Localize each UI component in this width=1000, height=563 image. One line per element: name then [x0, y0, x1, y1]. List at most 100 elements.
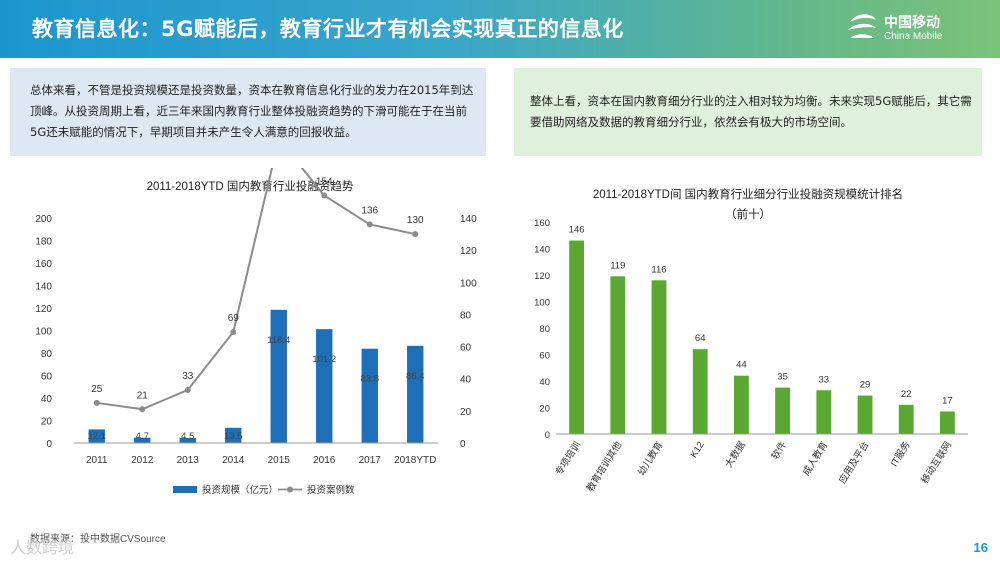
legend-marker — [287, 486, 293, 493]
y-left-tick-label: 0 — [46, 439, 52, 450]
bar-value-label: 4.5 — [181, 431, 194, 442]
x-tick-label: IT服务 — [888, 439, 913, 469]
y-tick-label: 140 — [534, 245, 550, 256]
bar-value-label: 22 — [901, 389, 912, 400]
legend-label-line: 投资案例数 — [307, 484, 355, 496]
y-right-tick-label: 120 — [460, 246, 477, 257]
page-title: 教育信息化：5G赋能后，教育行业才有机会实现真正的信息化 — [32, 17, 624, 41]
bar — [651, 280, 667, 434]
bar — [134, 437, 151, 443]
bar-value-label: 83.8 — [361, 374, 380, 385]
summary-line: 顶峰。从投资周期上看，近三年来国内教育行业整体投融资趋势的下滑可能在于在当前 — [30, 104, 467, 118]
y-right-tick-label: 140 — [460, 214, 477, 225]
chart-title: 2011-2018YTD间 国内教育行业细分行业投融资规模统计排名 — [593, 187, 903, 201]
bar-value-label: 86.4 — [406, 371, 425, 382]
bar-value-label: 13.5 — [224, 431, 243, 442]
bar-value-label: 35 — [777, 372, 788, 383]
bar-value-label: 33 — [819, 374, 830, 385]
chart-legend: 投资规模（亿元） 投资案例数 — [173, 484, 355, 496]
y-right-tick-label: 0 — [460, 439, 466, 450]
x-tick-label: 2012 — [131, 455, 154, 466]
investment-trend-chart: 2011-2018YTD 国内教育行业投融资趋势 12.1 4.7 4.5 13.5 1… — [10, 168, 490, 524]
legend-swatch-bar — [173, 486, 197, 493]
y-left-tick-label: 200 — [35, 214, 52, 225]
bar-value-label: 146 — [569, 225, 585, 236]
summary-line: 5G还未赋能的情况下，早期项目并未产生令人满意的回报收益。 — [30, 125, 357, 139]
y-tick-label: 0 — [545, 430, 550, 441]
bar-value-label: 29 — [860, 380, 871, 391]
page-number: 16 — [973, 540, 988, 555]
summary-line: 整体上看，资本在国内教育细分行业的注入相对较为均衡。未来实现5G赋能后，其它需 — [530, 94, 972, 108]
summary-text-right: 整体上看，资本在国内教育细分行业的注入相对较为均衡。未来实现5G赋能后，其它需 … — [530, 91, 972, 133]
bar — [692, 349, 708, 434]
chart-subtitle: （前十） — [725, 207, 771, 221]
y-right-tick-label: 20 — [460, 407, 472, 418]
y-tick-label: 160 — [534, 218, 550, 229]
line-value-label: 25 — [91, 384, 103, 395]
line-point — [230, 329, 237, 336]
china-mobile-logo-icon — [848, 14, 876, 38]
bar — [569, 240, 585, 434]
bar-value-label: 119 — [610, 260, 625, 271]
summary-line: 总体来看，不管是投资规模还是投资数量，资本在教育信息化行业的发力在2015年到达 — [30, 83, 474, 97]
summary-box-right: 整体上看，资本在国内教育细分行业的注入相对较为均衡。未来实现5G赋能后，其它需 … — [514, 68, 982, 156]
bar — [407, 345, 424, 443]
bar — [775, 387, 791, 434]
y-right-tick-label: 40 — [460, 375, 472, 386]
y-right-tick-label: 80 — [460, 310, 472, 321]
bar-value-label: 4.7 — [136, 431, 149, 442]
x-tick-label: 2013 — [177, 455, 200, 466]
x-tick-label: 2015 — [268, 455, 291, 466]
y-right-tick-label: 100 — [460, 278, 477, 289]
y-left-tick-label: 100 — [35, 327, 52, 338]
line-value-label: 130 — [407, 215, 424, 226]
bar — [898, 404, 914, 434]
line-point — [321, 192, 328, 199]
x-tick-label: 2011 — [86, 455, 108, 466]
segment-ranking-chart: 2011-2018YTD间 国内教育行业细分行业投融资规模统计排名 （前十） 1… — [508, 170, 988, 524]
bar-value-label: 17 — [942, 395, 953, 406]
bar-value-label: 44 — [736, 360, 747, 371]
y-tick-label: 20 — [539, 404, 550, 415]
line-value-label: 154 — [316, 177, 333, 188]
logo-text-en: China Mobile — [884, 31, 943, 42]
y-tick-label: 120 — [534, 271, 550, 282]
line-point — [139, 406, 146, 413]
x-tick-label: 移动互联网 — [919, 439, 954, 486]
bar — [816, 390, 832, 434]
watermark: 人数跨境 — [10, 540, 75, 557]
x-tick-label: 教育培训其他 — [584, 439, 625, 494]
x-tick-label: 2017 — [359, 455, 382, 466]
bar — [939, 411, 955, 434]
x-tick-label: 大数据 — [723, 439, 749, 470]
x-tick-label: 2014 — [222, 455, 245, 466]
line-value-label: 69 — [228, 313, 240, 324]
y-left-tick-label: 180 — [35, 237, 52, 248]
x-tick-label: K12 — [688, 440, 706, 460]
line-point — [412, 231, 419, 238]
x-tick-label: 2018YTD — [394, 455, 436, 466]
line-value-label: 33 — [182, 371, 194, 382]
bar — [361, 348, 378, 443]
x-tick-label: 2016 — [313, 455, 336, 466]
y-left-tick-label: 140 — [35, 282, 52, 293]
line-value-label: 136 — [361, 205, 378, 216]
y-left-tick-label: 20 — [41, 417, 53, 428]
header-bar: 教育信息化：5G赋能后，教育行业才有机会实现真正的信息化 中国移动 China … — [0, 0, 1000, 58]
y-right-tick-label: 60 — [460, 343, 472, 354]
summary-box-left: 总体来看，不管是投资规模还是投资数量，资本在教育信息化行业的发力在2015年到达… — [10, 68, 486, 156]
bar — [225, 427, 242, 443]
y-left-tick-label: 60 — [41, 372, 53, 383]
y-tick-label: 100 — [534, 298, 550, 309]
line-point — [366, 221, 373, 228]
bar — [610, 276, 626, 434]
series-line — [96, 168, 416, 411]
summary-text-left: 总体来看，不管是投资规模还是投资数量，资本在教育信息化行业的发力在2015年到达… — [30, 80, 473, 143]
y-tick-label: 60 — [539, 351, 550, 362]
bar-value-label: 101.2 — [312, 354, 336, 365]
bar — [179, 437, 196, 443]
y-left-tick-label: 80 — [41, 349, 53, 360]
china-mobile-logo: 中国移动 China Mobile — [844, 10, 974, 48]
bar-value-label: 12.1 — [88, 431, 107, 442]
line-point — [93, 399, 100, 406]
